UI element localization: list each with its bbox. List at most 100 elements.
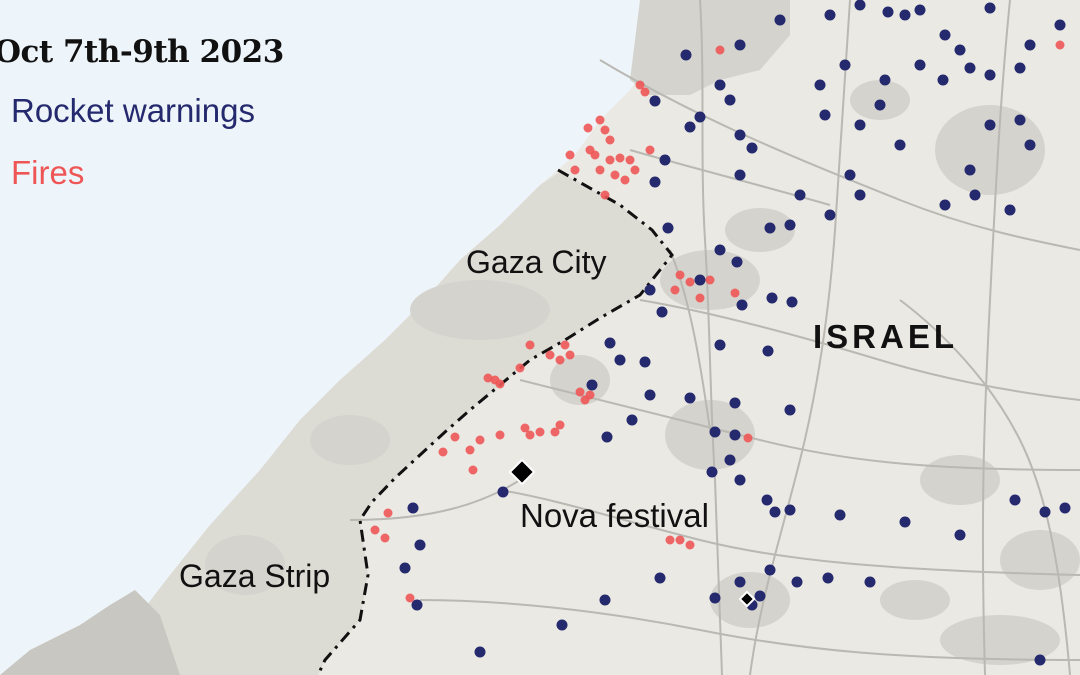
- urban-areas: [205, 0, 1080, 665]
- rocket-warning-marker: [784, 404, 796, 416]
- rocket-warning-marker: [714, 339, 726, 351]
- rocket-warning-marker: [824, 9, 836, 21]
- fire-marker: [730, 288, 740, 298]
- fire-marker: [575, 387, 585, 397]
- rocket-warning-marker: [819, 109, 831, 121]
- rocket-warning-marker: [474, 646, 486, 658]
- rocket-warning-marker: [882, 6, 894, 18]
- fire-marker: [600, 190, 610, 200]
- fire-marker: [520, 423, 530, 433]
- rocket-warning-marker: [644, 389, 656, 401]
- rocket-warning-marker: [939, 29, 951, 41]
- rocket-warning-marker: [614, 354, 626, 366]
- rocket-warning-marker: [659, 154, 671, 166]
- rocket-warning-marker: [1014, 62, 1026, 74]
- rocket-warning-marker: [649, 176, 661, 188]
- rocket-warning-marker: [626, 414, 638, 426]
- rocket-warning-marker: [411, 599, 423, 611]
- fire-marker: [565, 350, 575, 360]
- rocket-warning-marker: [586, 379, 598, 391]
- rocket-warning-marker: [754, 590, 766, 602]
- rocket-warning-marker: [684, 392, 696, 404]
- rocket-warning-marker: [874, 99, 886, 111]
- fire-marker: [665, 535, 675, 545]
- rocket-warning-marker: [731, 256, 743, 268]
- rocket-warning-marker: [639, 356, 651, 368]
- rocket-warning-marker: [1039, 506, 1051, 518]
- egypt-area: [0, 590, 180, 675]
- rocket-warning-marker: [724, 94, 736, 106]
- rocket-warning-marker: [556, 619, 568, 631]
- legend-rocket-warnings: Rocket warnings: [11, 92, 255, 129]
- fire-marker: [600, 125, 610, 135]
- nova-festival-marker: [508, 458, 536, 486]
- rocket-warning-marker: [899, 516, 911, 528]
- fire-marker: [605, 155, 615, 165]
- location-diamond-marker: [738, 590, 756, 608]
- rocket-warning-marker: [656, 306, 668, 318]
- rocket-warning-marker: [709, 426, 721, 438]
- label-gaza-city: Gaza City: [466, 244, 607, 280]
- fire-marker: [635, 80, 645, 90]
- fire-marker: [450, 432, 460, 442]
- fire-marker: [555, 420, 565, 430]
- rocket-warning-marker: [654, 572, 666, 584]
- rocket-warning-marker: [694, 274, 706, 286]
- rocket-warning-marker: [714, 79, 726, 91]
- fire-marker: [615, 153, 625, 163]
- rocket-warning-marker: [649, 95, 661, 107]
- fire-marker: [475, 435, 485, 445]
- fire-marker: [605, 135, 615, 145]
- fire-marker: [585, 145, 595, 155]
- label-gaza-strip: Gaza Strip: [179, 558, 331, 594]
- rocket-warning-marker: [774, 14, 786, 26]
- rocket-warning-marker: [729, 397, 741, 409]
- fire-marker: [610, 170, 620, 180]
- rocket-warning-marker: [854, 0, 866, 11]
- fire-marker: [525, 340, 535, 350]
- rocket-warning-marker: [914, 59, 926, 71]
- rocket-warning-marker: [407, 502, 419, 514]
- fire-marker: [515, 363, 525, 373]
- fire-marker: [1055, 40, 1065, 50]
- rocket-warning-marker: [954, 44, 966, 56]
- fire-marker: [595, 115, 605, 125]
- rocket-warning-marker: [879, 74, 891, 86]
- rocket-warning-marker: [736, 299, 748, 311]
- fire-marker: [495, 379, 505, 389]
- rocket-warning-marker: [791, 576, 803, 588]
- fire-marker: [468, 465, 478, 475]
- fire-marker: [595, 165, 605, 175]
- rocket-warning-marker: [964, 62, 976, 74]
- fire-marker: [545, 350, 555, 360]
- fire-marker: [705, 275, 715, 285]
- rocket-warning-marker: [1024, 39, 1036, 51]
- fire-marker: [583, 123, 593, 133]
- fire-marker: [645, 145, 655, 155]
- rocket-warning-marker: [784, 219, 796, 231]
- rocket-warning-marker: [854, 189, 866, 201]
- fire-marker: [560, 340, 570, 350]
- fire-marker: [465, 445, 475, 455]
- rocket-warning-marker: [984, 119, 996, 131]
- rocket-warning-marker: [894, 139, 906, 151]
- rocket-warning-marker: [497, 486, 509, 498]
- rocket-warning-marker: [601, 431, 613, 443]
- fire-marker: [675, 535, 685, 545]
- fire-marker: [535, 427, 545, 437]
- rocket-warning-marker: [784, 504, 796, 516]
- rocket-warning-marker: [762, 345, 774, 357]
- rocket-warning-marker: [764, 222, 776, 234]
- rocket-warning-marker: [764, 564, 776, 576]
- rocket-warning-marker: [684, 121, 696, 133]
- fire-marker: [525, 430, 535, 440]
- fire-marker: [670, 285, 680, 295]
- rocket-warning-marker: [761, 494, 773, 506]
- fire-marker: [685, 277, 695, 287]
- rocket-warning-marker: [714, 244, 726, 256]
- fire-marker: [370, 525, 380, 535]
- fire-marker: [695, 293, 705, 303]
- rocket-warning-marker: [824, 209, 836, 221]
